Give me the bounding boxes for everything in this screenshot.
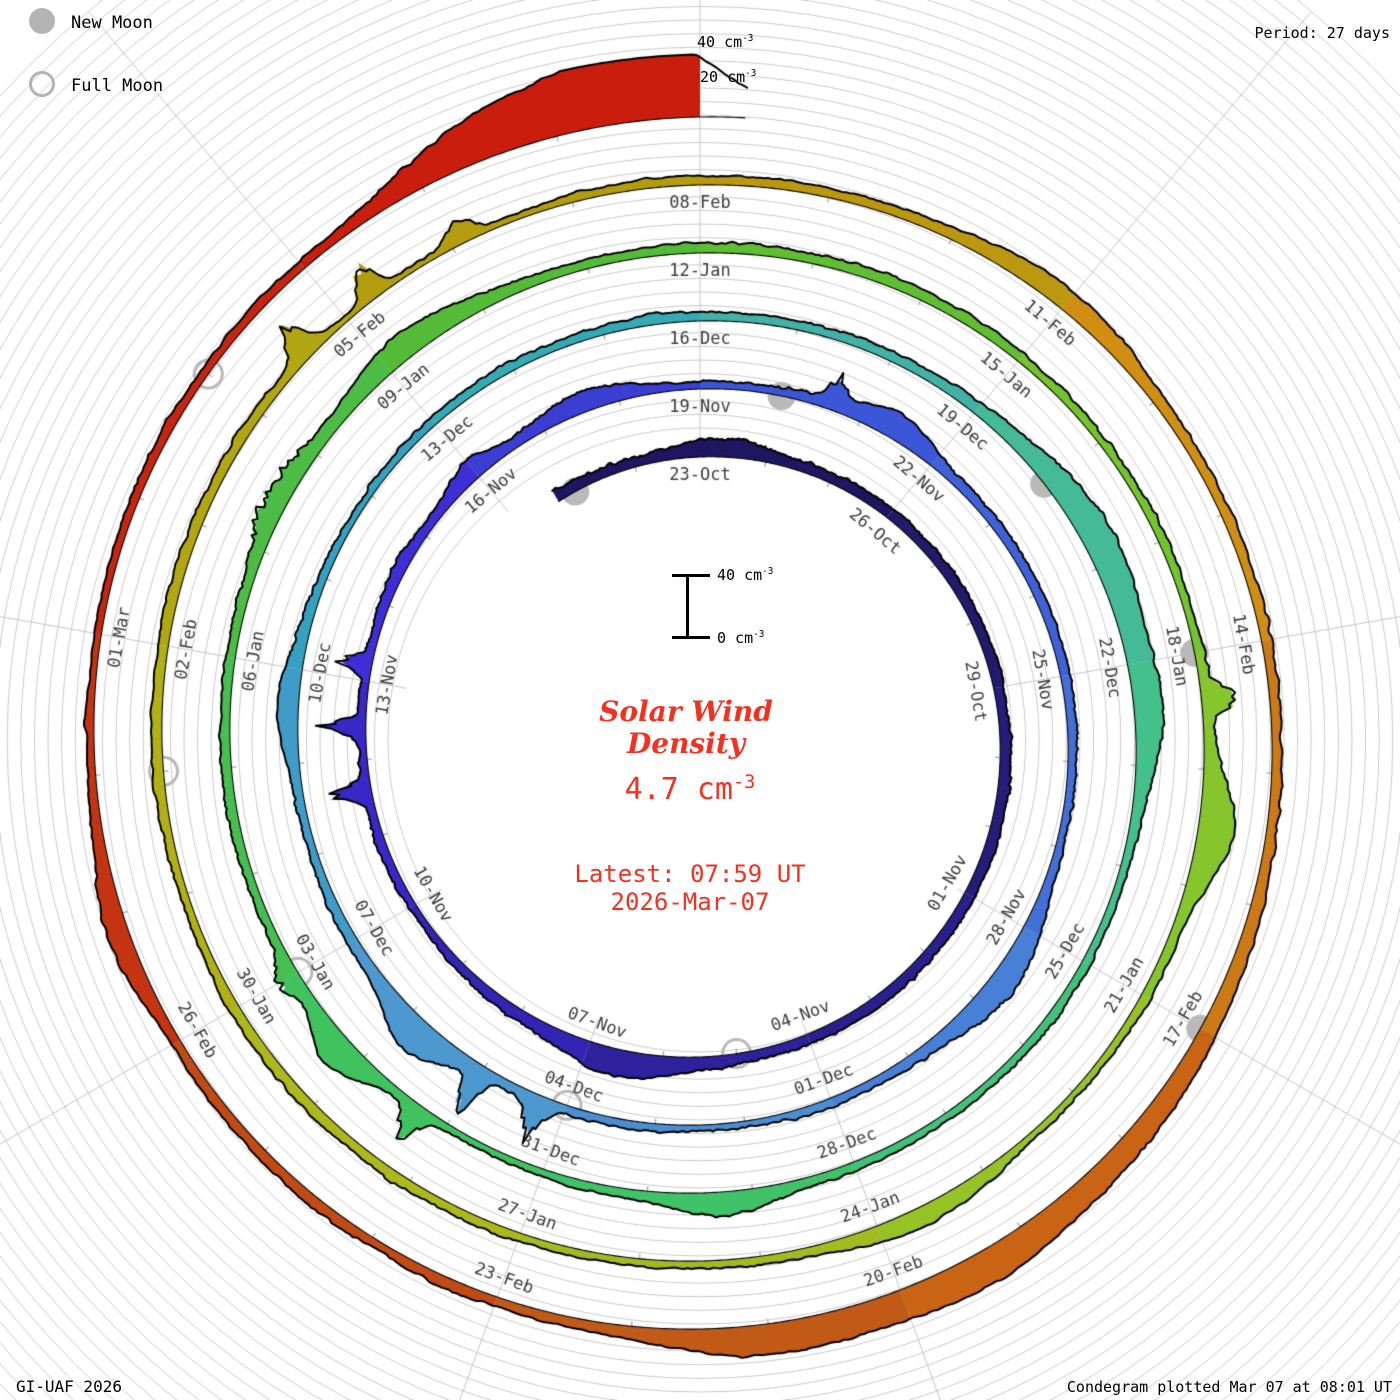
legend-new-moon-label: New Moon	[71, 13, 153, 33]
plotted-label: Condegram plotted Mar 07 at 08:01 UT	[1066, 1378, 1392, 1396]
scale-bar-0-text: 0 cm	[717, 629, 754, 647]
scale-bar-40-label: 40 cm-3	[717, 566, 773, 584]
new-moon-icon	[29, 8, 55, 34]
current-density-text: 4.7 cm	[624, 772, 733, 807]
outer-scale-40-text: 40 cm	[697, 33, 743, 51]
chart-title-line2: Density	[626, 727, 746, 760]
outer-scale-20-text: 20 cm	[700, 68, 746, 86]
scale-bar-40-text: 40 cm	[717, 566, 763, 584]
current-density-value: 4.7 cm-3	[490, 772, 890, 807]
current-density-sup: -3	[732, 772, 756, 793]
density-scale-bar-top-cap	[672, 574, 710, 577]
scale-bar-40-sup: -3	[762, 566, 774, 577]
outer-scale-20-label: 20 cm-3	[700, 68, 756, 86]
latest-time-label: Latest: 07:59 UT	[574, 860, 806, 888]
credit-label: GI-UAF 2026	[16, 1377, 122, 1396]
latest-date-label: 2026-Mar-07	[610, 888, 770, 916]
scale-bar-0-sup: -3	[753, 629, 765, 640]
chart-title-line1: Solar Wind	[599, 695, 773, 728]
full-moon-icon	[29, 71, 55, 97]
outer-scale-40-label: 40 cm-3	[697, 33, 753, 51]
outer-scale-40-sup: -3	[742, 33, 754, 44]
density-scale-bar	[686, 575, 689, 638]
legend-full-moon-label: Full Moon	[71, 76, 164, 96]
density-scale-bar-bottom-cap	[672, 636, 710, 639]
period-label: Period: 27 days	[1254, 24, 1390, 42]
scale-bar-0-label: 0 cm-3	[717, 629, 764, 647]
outer-scale-20-sup: -3	[745, 68, 757, 79]
